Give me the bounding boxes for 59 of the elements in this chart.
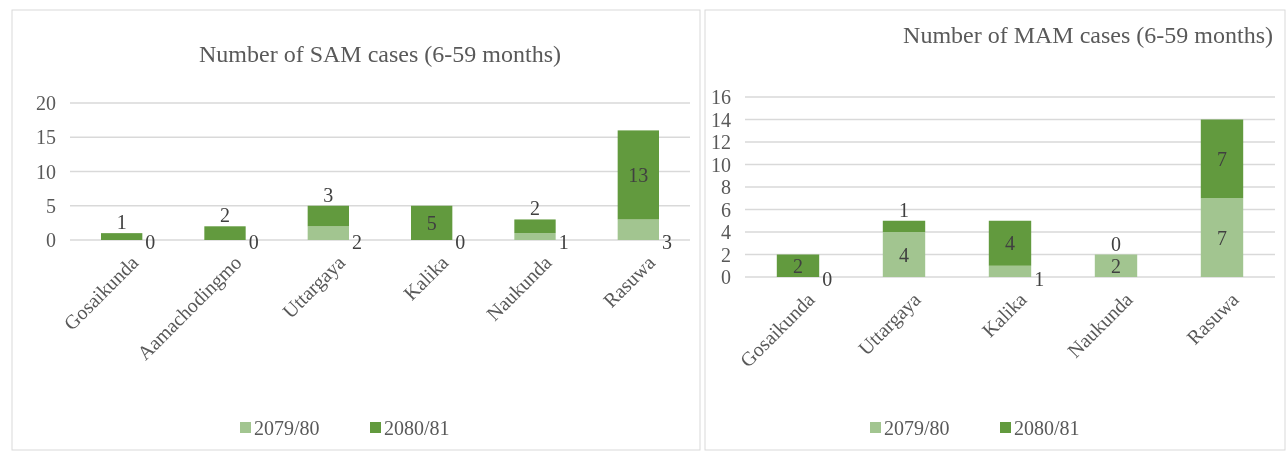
- bar: [307, 226, 349, 240]
- bar: [617, 130, 659, 220]
- bar: [882, 220, 926, 232]
- y-tick-label: 16: [711, 86, 731, 108]
- bar: [1200, 198, 1244, 277]
- data-label: 0: [248, 231, 259, 253]
- data-label: 1: [116, 211, 127, 234]
- y-tick-label: 2: [721, 243, 731, 266]
- y-tick-label: 10: [711, 153, 731, 176]
- y-tick-label: 5: [46, 194, 56, 217]
- chart-title: Number of MAM cases (6-59 months): [903, 22, 1273, 48]
- y-tick-label: 12: [711, 131, 731, 153]
- chart-title: Number of SAM cases (6-59 months): [199, 41, 561, 67]
- data-label: 2: [352, 231, 362, 253]
- y-tick-label: 14: [711, 108, 731, 131]
- data-label: 2: [220, 204, 230, 227]
- data-label: 0: [1111, 232, 1121, 255]
- bar: [882, 232, 926, 277]
- data-label: 7: [1217, 147, 1227, 170]
- y-tick-label: 4: [721, 221, 731, 243]
- data-label: 0: [145, 231, 156, 253]
- data-label: 3: [662, 231, 672, 253]
- legend-label: 2080/81: [1014, 417, 1080, 439]
- legend-label: 2079/80: [254, 417, 320, 439]
- y-tick-label: 0: [721, 266, 731, 288]
- bar: [988, 220, 1032, 266]
- y-tick-label: 0: [46, 229, 56, 251]
- data-label: 7: [1217, 226, 1227, 249]
- bar: [514, 219, 556, 234]
- legend-label: 2079/80: [884, 417, 950, 439]
- data-label: 13: [628, 163, 649, 186]
- data-label: 2: [1111, 254, 1121, 277]
- data-label: 1: [899, 198, 909, 221]
- bar: [1094, 254, 1138, 277]
- y-tick-label: 6: [721, 198, 731, 221]
- y-tick-label: 8: [721, 176, 731, 198]
- bar: [101, 233, 143, 240]
- bar: [204, 226, 246, 240]
- data-label: 0: [822, 268, 833, 290]
- bar: [411, 205, 453, 240]
- y-tick-label: 20: [36, 92, 56, 114]
- bar: [776, 254, 820, 277]
- bar: [1200, 119, 1244, 199]
- data-label: 5: [426, 211, 437, 234]
- data-label: 2: [530, 197, 540, 220]
- data-label: 1: [1034, 268, 1045, 290]
- bar: [514, 233, 556, 240]
- y-tick-label: 10: [36, 160, 56, 183]
- data-label: 1: [558, 231, 569, 253]
- data-label: 4: [899, 243, 909, 266]
- data-label: 4: [1005, 232, 1015, 255]
- legend-label: 2080/81: [384, 417, 450, 439]
- data-label: 2: [793, 254, 803, 277]
- y-tick-label: 15: [36, 126, 56, 149]
- data-label: 0: [455, 231, 466, 253]
- bar: [617, 219, 659, 240]
- data-label: 3: [323, 183, 334, 206]
- bar: [307, 205, 349, 227]
- bar: [988, 265, 1032, 277]
